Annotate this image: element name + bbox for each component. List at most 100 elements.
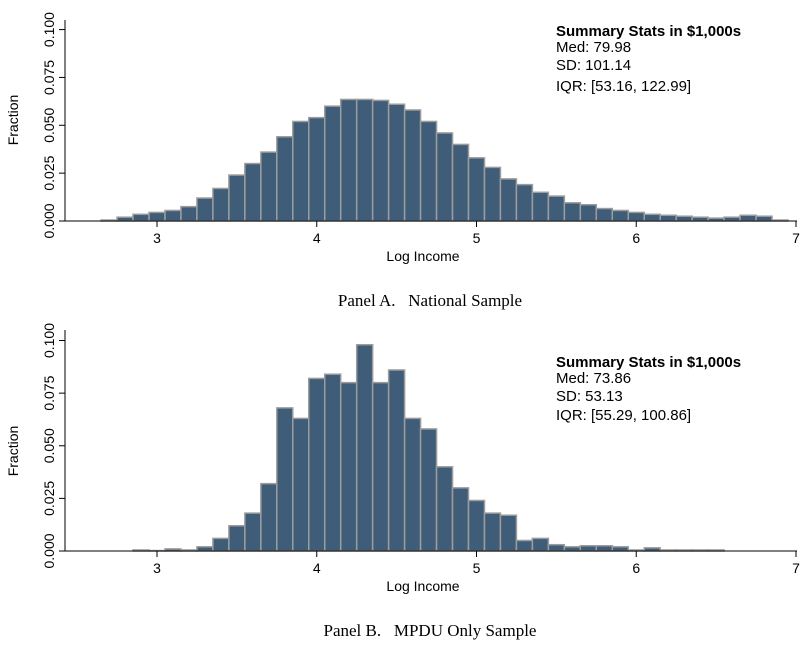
panel-a-y-axis-label: Fraction: [5, 95, 21, 146]
histogram-bar: [563, 202, 582, 222]
histogram-bar: [611, 209, 630, 222]
histogram-bar: [164, 209, 182, 222]
histogram-bar: [659, 214, 677, 222]
histogram-bar: [595, 207, 614, 222]
x-tick-label: 7: [792, 230, 800, 246]
histogram-bar: [435, 466, 454, 552]
y-tick-label: 0.075: [41, 60, 57, 95]
histogram-bar: [483, 512, 502, 552]
panel-b-x-ticks: 3 4 5 6 7: [153, 551, 800, 576]
histogram-bar: [499, 514, 518, 552]
histogram-bar: [244, 162, 262, 222]
histogram-bar: [292, 120, 310, 222]
histogram-bar: [515, 183, 534, 222]
histogram-bar: [531, 191, 550, 222]
histogram-bar: [196, 197, 214, 222]
panel-b-y-axis-label: Fraction: [5, 426, 21, 477]
panel-b-stats-iqr: IQR: [55.29, 100.86]: [556, 407, 691, 424]
histogram-bar: [339, 98, 358, 222]
histogram-bar: [276, 136, 294, 222]
histogram-bar: [579, 544, 598, 552]
panel-b-y-ticks: 0.000 0.025 0.050 0.075 0.100: [41, 323, 65, 569]
panel-b-stats-median: Med: 73.86: [556, 370, 631, 387]
histogram-bar: [579, 203, 598, 222]
histogram-bar: [611, 546, 630, 552]
x-tick-label: 4: [313, 230, 321, 246]
histogram-bar: [483, 166, 502, 222]
x-tick-label: 3: [153, 560, 161, 576]
histogram-bar: [244, 512, 262, 552]
x-tick-label: 5: [473, 230, 481, 246]
histogram-bar: [387, 369, 406, 552]
panel-b-bars: [132, 343, 725, 552]
panel-a-stats-title: Summary Stats in $1,000s: [556, 23, 741, 40]
histogram-bar: [228, 174, 246, 222]
histogram-bar: [467, 499, 486, 552]
histogram-bar: [180, 205, 198, 222]
histogram-bar: [308, 116, 326, 222]
x-tick-label: 3: [153, 230, 161, 246]
panel-a-summary-stats: Summary Stats in $1,000s Med: 79.98 SD: …: [556, 23, 741, 95]
y-tick-label: 0.100: [41, 323, 57, 358]
y-tick-label: 0.050: [41, 108, 57, 143]
histogram-bar: [371, 381, 390, 552]
histogram-bar: [723, 216, 741, 222]
histogram-bar: [499, 178, 518, 222]
panel-b: 0.000 0.025 0.050 0.075 0.100 3 4 5 6 7 Fraction…: [5, 323, 800, 640]
histogram-bar: [323, 373, 342, 552]
histogram-bar: [419, 120, 438, 222]
histogram-bar: [260, 151, 278, 222]
panel-a-x-ticks: 3 4 5 6 7: [153, 221, 800, 246]
histogram-bar: [419, 428, 438, 552]
histogram-bar: [292, 417, 310, 552]
histogram-bar: [563, 546, 582, 552]
histogram-bar: [387, 103, 406, 222]
histogram-bar: [643, 213, 661, 222]
histogram-bar: [148, 211, 166, 222]
histogram-bar: [355, 98, 374, 222]
histogram-bar: [755, 215, 773, 222]
histogram-bar: [323, 105, 342, 222]
y-tick-label: 0.025: [41, 155, 57, 190]
x-tick-label: 6: [632, 560, 640, 576]
y-tick-label: 0.075: [41, 375, 57, 410]
y-tick-label: 0.000: [41, 533, 57, 568]
histogram-bar: [355, 343, 374, 552]
histogram-bar: [116, 216, 134, 222]
panel-a-y-ticks: 0.000 0.025 0.050 0.075 0.100: [41, 12, 65, 239]
x-tick-label: 6: [632, 230, 640, 246]
histogram-bar: [515, 539, 534, 552]
histogram-bar: [371, 99, 390, 222]
panel-a-x-axis-label: Log Income: [386, 248, 459, 264]
histogram-bar: [595, 544, 614, 552]
panel-a-stats-iqr: IQR: [53.16, 122.99]: [556, 78, 691, 95]
histogram-bar: [531, 537, 550, 552]
histogram-bar: [451, 143, 470, 222]
histogram-bar: [739, 214, 757, 222]
x-tick-label: 7: [792, 560, 800, 576]
panel-b-stats-title: Summary Stats in $1,000s: [556, 354, 741, 371]
y-tick-label: 0.050: [41, 428, 57, 463]
panel-b-stats-sd: SD: 53.13: [556, 388, 623, 405]
panel-b-x-axis-label: Log Income: [386, 578, 459, 594]
histogram-bar: [547, 195, 566, 222]
histogram-bar: [451, 487, 470, 552]
histogram-bar: [212, 537, 230, 552]
histogram-bar: [339, 381, 358, 552]
histogram-bar: [675, 215, 693, 222]
panel-b-summary-stats: Summary Stats in $1,000s Med: 73.86 SD: …: [556, 354, 741, 424]
y-tick-label: 0.100: [41, 12, 57, 47]
panel-a-caption: Panel A. National Sample: [338, 291, 522, 310]
panel-a-stats-median: Med: 79.98: [556, 39, 631, 56]
panel-a-stats-sd: SD: 101.14: [556, 57, 631, 74]
histogram-bar: [467, 157, 486, 222]
histogram-bar: [627, 211, 645, 222]
panel-b-caption: Panel B. MPDU Only Sample: [324, 621, 537, 640]
y-tick-label: 0.025: [41, 481, 57, 516]
panel-a-bars: [100, 98, 789, 222]
histogram-bar: [276, 407, 294, 552]
histogram-bar: [435, 132, 454, 222]
histogram-bar: [212, 187, 230, 222]
panel-a: 0.000 0.025 0.050 0.075 0.100 3 4 5 6 7 Fraction…: [5, 12, 800, 310]
